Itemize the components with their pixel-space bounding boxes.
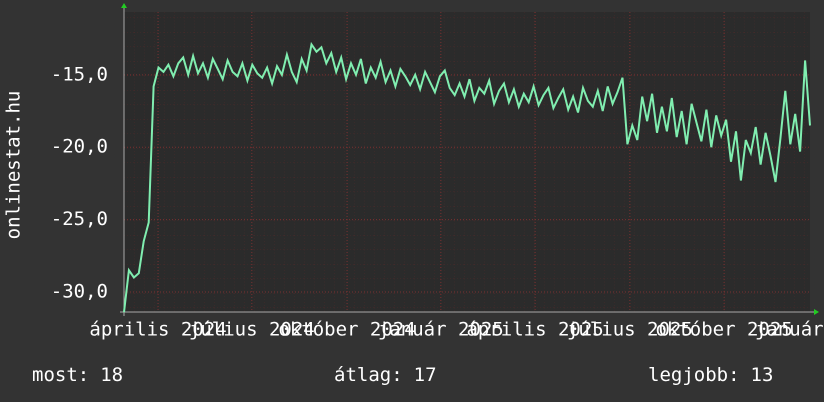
stat-value: 17 — [414, 364, 437, 386]
data-line — [123, 41, 811, 313]
stat-value: 18 — [100, 364, 123, 386]
y-tick-label: -30,0 — [51, 281, 108, 303]
x-tick-label: április 2024 — [89, 319, 226, 341]
x-tick-label: április 2025 — [466, 319, 603, 341]
x-tick-label: január 2026 — [755, 319, 824, 341]
stat-label: legjobb: — [648, 364, 740, 386]
stat: most: 18 — [32, 364, 123, 386]
x-tick-label: január 2025 — [378, 319, 504, 341]
y-axis-label: onlinestat.hu — [3, 91, 25, 240]
y-tick-label: -15,0 — [51, 63, 108, 85]
x-tick-label: október 2024 — [278, 319, 415, 341]
stat: átlag: 17 — [334, 364, 437, 386]
stat-label: átlag: — [334, 364, 403, 386]
y-tick-label: -25,0 — [51, 208, 108, 230]
x-tick-label: július 2024 — [189, 319, 315, 341]
y-tick-label: -20,0 — [51, 136, 108, 158]
stat: legjobb: 13 — [648, 364, 773, 386]
x-axis-arrow — [814, 309, 819, 315]
y-axis-arrow — [121, 3, 127, 8]
x-tick-label: október 2025 — [655, 319, 792, 341]
stat-value: 13 — [751, 364, 774, 386]
minor-grid — [124, 12, 810, 312]
x-tick-label: július 2025 — [567, 319, 693, 341]
stat-label: most: — [32, 364, 89, 386]
